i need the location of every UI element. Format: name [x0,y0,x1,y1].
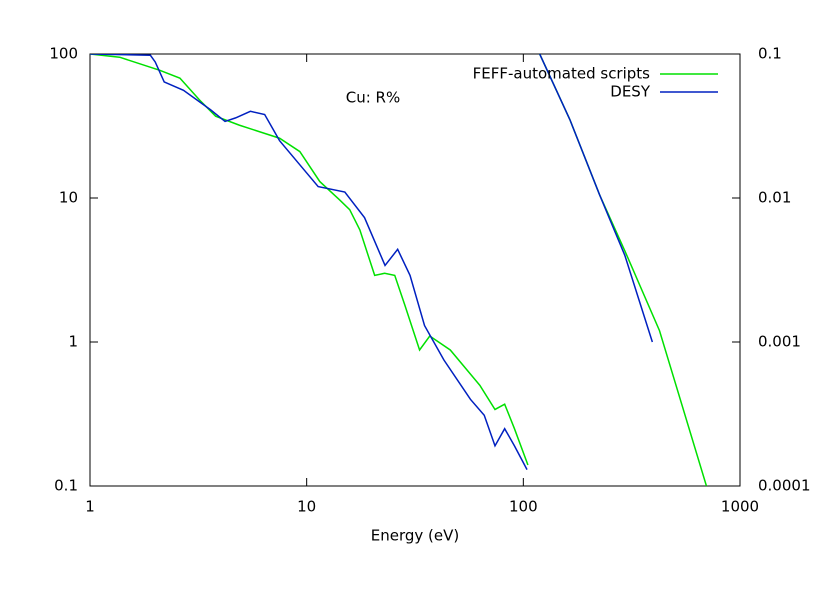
y2-tick-label: 0.1 [758,45,782,63]
x-axis-label: Energy (eV) [371,527,459,545]
data-line [539,54,708,486]
y2-tick-label: 0.0001 [758,477,811,495]
y-tick-label: 1 [68,333,78,351]
x-tick-label: 10 [297,498,316,516]
plot-frame [89,53,741,487]
y2-tick-label: 0.01 [758,189,791,207]
x-tick-label: 1 [85,498,95,516]
y-tick-label: 10 [59,189,78,207]
data-line [90,54,528,470]
data-line [539,54,654,343]
annotation: Cu: R% [346,89,400,107]
x-tick-label: 1000 [721,498,759,516]
legend-label: DESY [610,83,651,101]
legend-label: FEFF-automated scripts [473,65,651,83]
y-tick-label: 0.1 [54,477,78,495]
y-tick-label: 100 [49,45,78,63]
data-line [90,54,529,466]
x-tick-label: 100 [509,498,538,516]
y2-tick-label: 0.001 [758,333,801,351]
